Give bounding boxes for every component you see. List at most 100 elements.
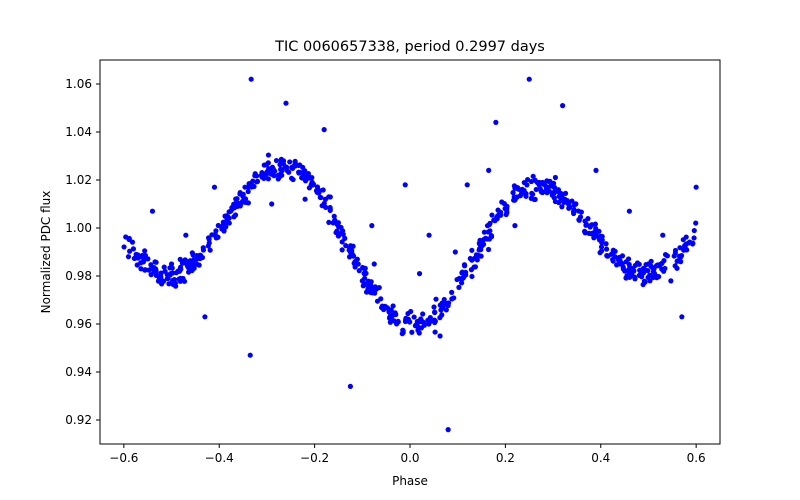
data-point <box>619 253 626 259</box>
data-point <box>593 167 599 173</box>
data-point <box>205 235 212 241</box>
y-tick-label: 0.92 <box>65 413 92 427</box>
data-point <box>547 183 554 189</box>
data-point <box>359 278 365 284</box>
data-point <box>363 270 369 276</box>
data-point <box>639 274 645 280</box>
data-point <box>559 204 565 210</box>
data-point <box>596 228 602 234</box>
y-tick-label: 0.94 <box>65 365 92 379</box>
data-point <box>177 256 183 262</box>
data-point <box>340 231 346 237</box>
data-point <box>121 244 127 250</box>
data-point <box>247 352 253 358</box>
data-point <box>510 190 516 196</box>
data-point <box>251 183 257 190</box>
data-point <box>631 274 638 280</box>
data-point <box>416 271 423 277</box>
x-tick-label: 0.4 <box>591 451 610 465</box>
data-point <box>598 248 605 254</box>
data-point <box>461 262 468 268</box>
data-point <box>464 182 470 188</box>
data-point <box>566 205 572 211</box>
data-point <box>622 268 628 274</box>
data-point <box>242 184 248 190</box>
data-point <box>385 305 391 311</box>
data-point <box>420 311 426 317</box>
data-point <box>576 217 582 223</box>
data-point <box>426 232 432 238</box>
data-point <box>321 127 327 133</box>
y-tick-label: 1.04 <box>65 125 92 139</box>
data-point <box>178 266 184 272</box>
data-point <box>530 173 536 179</box>
data-point <box>683 234 689 240</box>
data-point <box>432 319 438 326</box>
data-point <box>302 196 308 202</box>
data-point <box>221 228 227 234</box>
data-point <box>267 170 273 176</box>
data-point <box>678 259 684 265</box>
data-point <box>467 255 473 262</box>
data-point <box>159 281 165 287</box>
data-point <box>578 209 584 215</box>
x-tick-label: 0.6 <box>687 451 706 465</box>
y-tick-label: 1.02 <box>65 173 92 187</box>
data-point <box>127 248 133 254</box>
data-point <box>504 205 510 211</box>
data-point <box>532 196 538 202</box>
data-point <box>533 186 539 193</box>
data-point <box>142 252 148 259</box>
data-point <box>485 246 492 253</box>
data-point <box>142 248 148 254</box>
data-point <box>540 181 546 187</box>
data-point <box>334 228 340 234</box>
data-point <box>275 176 281 182</box>
data-point <box>133 251 139 258</box>
data-point <box>571 202 578 208</box>
data-point <box>261 162 267 168</box>
data-point <box>339 239 345 245</box>
data-point <box>612 254 618 260</box>
data-point <box>283 100 289 106</box>
data-point <box>287 159 293 165</box>
data-point <box>166 281 172 287</box>
data-point <box>672 263 678 269</box>
data-point <box>604 253 610 259</box>
data-point <box>478 253 484 259</box>
data-point <box>254 179 260 185</box>
data-point <box>356 268 362 274</box>
data-point <box>222 224 229 230</box>
data-point <box>187 261 193 267</box>
data-point <box>407 319 413 325</box>
data-point <box>369 223 375 229</box>
data-point <box>432 309 438 315</box>
data-point <box>350 253 357 259</box>
data-point <box>269 201 275 207</box>
data-point <box>273 157 280 164</box>
data-point <box>493 119 499 125</box>
data-point <box>496 211 502 218</box>
data-point <box>261 175 267 181</box>
data-point <box>544 189 551 195</box>
data-point <box>610 247 616 253</box>
data-point <box>623 259 629 265</box>
data-point <box>213 228 219 234</box>
data-point <box>512 223 518 229</box>
data-point <box>284 168 290 174</box>
data-point <box>454 276 460 283</box>
data-point <box>472 264 479 270</box>
data-point <box>552 174 559 181</box>
data-point <box>265 160 271 166</box>
data-point <box>660 232 666 238</box>
data-point <box>168 271 174 277</box>
data-point <box>488 234 495 240</box>
data-point <box>456 284 462 290</box>
data-point <box>662 265 668 272</box>
data-point <box>402 182 408 188</box>
data-point <box>152 269 159 275</box>
data-point <box>317 194 323 201</box>
data-point <box>226 215 232 221</box>
data-point <box>335 220 341 226</box>
data-point <box>305 171 311 177</box>
